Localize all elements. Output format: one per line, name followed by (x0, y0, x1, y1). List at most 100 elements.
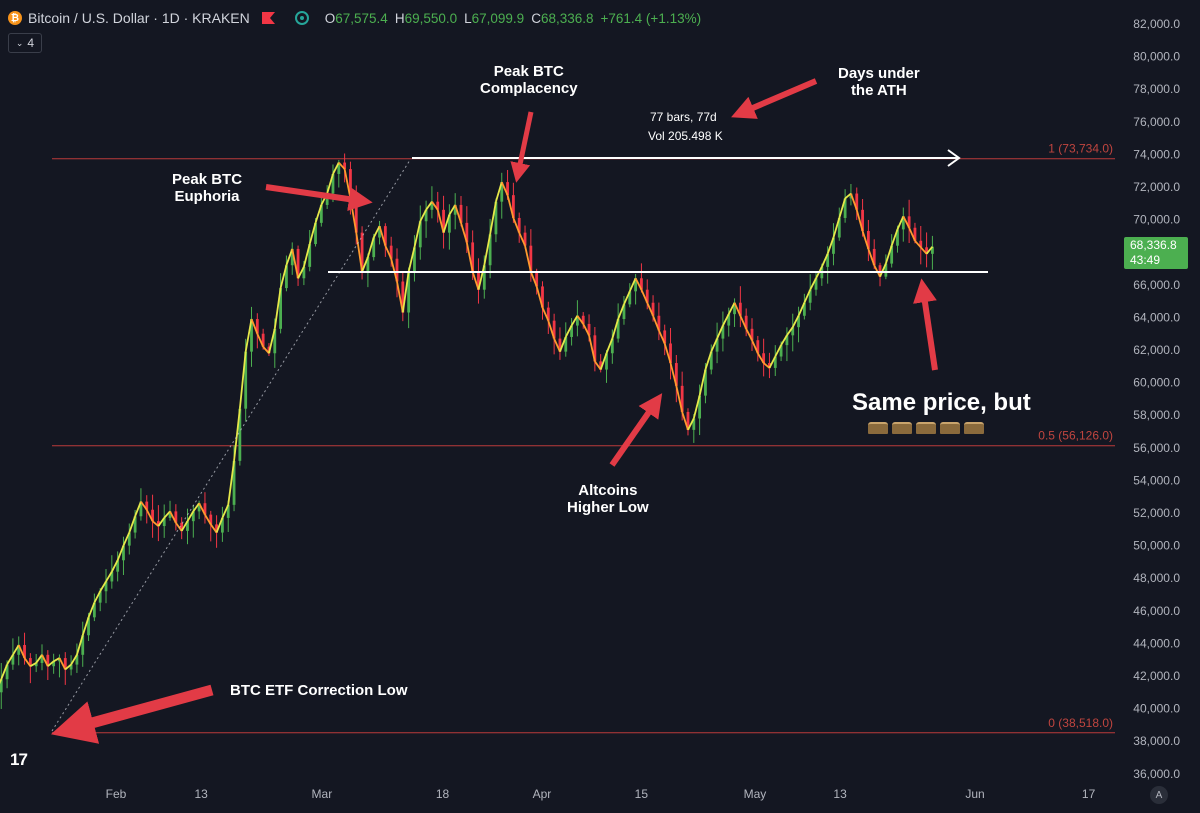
x-tick-label: Apr (533, 787, 552, 801)
x-tick-label: 18 (436, 787, 450, 801)
candle-body (884, 263, 888, 277)
zigzag-segment (663, 343, 672, 364)
ohlc-low: L67,099.9 (464, 10, 525, 26)
candle-body (203, 503, 207, 515)
zigzag-segment (646, 302, 654, 317)
candle-body (232, 460, 236, 505)
zigzag-segment (308, 222, 317, 245)
zigzag-segment (122, 532, 131, 546)
candle-body (552, 320, 556, 339)
collapse-indicators-button[interactable]: ⌄ 4 (8, 33, 42, 53)
zigzag-segment (210, 523, 218, 534)
candle-body (558, 338, 562, 352)
candle-body (436, 201, 440, 210)
zigzag-segment (611, 318, 620, 339)
candle-body (762, 353, 766, 364)
zigzag-segment (594, 360, 602, 371)
zigzag-segment (733, 302, 742, 317)
tradingview-logo[interactable]: 17 (10, 750, 28, 769)
zigzag-segment (530, 271, 538, 287)
zigzag-segment (541, 307, 550, 322)
candle-body (285, 265, 288, 289)
x-tick-label: 15 (635, 787, 649, 801)
zigzag-segment (745, 328, 753, 341)
auto-scale-button[interactable]: A (1150, 786, 1168, 804)
candle-body (640, 278, 643, 290)
candle-body (5, 664, 9, 680)
zigzag-segment (471, 271, 480, 290)
boat-icon (868, 422, 888, 434)
candle-body (727, 314, 731, 326)
candle-body (127, 532, 131, 546)
arrow-etf-low (50, 684, 214, 744)
x-tick-label: Jun (965, 787, 984, 801)
zigzag-segment (297, 266, 305, 279)
zigzag-segment (768, 356, 777, 369)
zigzag-segment (198, 502, 206, 516)
zigzag-segment (6, 654, 14, 666)
candle-body (680, 385, 684, 412)
boat-icon (892, 422, 912, 434)
candle-body (581, 315, 585, 324)
candle-body (477, 271, 480, 290)
symbol-title[interactable]: Bitcoin / U.S. Dollar · 1D · KRAKEN (28, 10, 250, 26)
arrow-complacency (510, 111, 534, 183)
candle-body (81, 635, 85, 655)
candle-body (401, 281, 405, 313)
candle-body (768, 363, 771, 368)
candle-body (808, 289, 812, 303)
zigzag-segment (512, 217, 521, 233)
flag-icon[interactable] (261, 12, 275, 24)
zigzag-segment (692, 395, 701, 419)
zigzag-segment (634, 277, 643, 291)
zigzag-segment (908, 227, 916, 242)
zigzag-segment (192, 502, 200, 512)
candle-body (319, 204, 323, 223)
zigzag-segment (215, 517, 224, 533)
zigzag-segment (524, 245, 532, 272)
candle-body (366, 257, 370, 272)
zigzag-segment (675, 385, 684, 413)
label-days-under-ath: Days under the ATH (838, 65, 920, 99)
y-tick-label: 80,000.0 (1133, 50, 1180, 64)
candle-body (657, 315, 661, 331)
x-tick-label: 13 (833, 787, 847, 801)
ohlc-high: H69,550.0 (394, 10, 458, 26)
candle-body (413, 247, 416, 272)
zigzag-segment (518, 232, 526, 247)
zigzag-segment (722, 313, 730, 326)
zigzag-segment (582, 323, 590, 336)
zigzag-segment (314, 204, 323, 224)
candle-body (855, 193, 859, 210)
zigzag-segment (81, 617, 90, 636)
ohlc-open: O67,575.4 (324, 10, 388, 26)
zigzag-segment (506, 194, 515, 219)
candle-body (488, 234, 492, 266)
y-tick-label: 66,000.0 (1133, 278, 1180, 292)
zigzag-segment (99, 580, 107, 592)
candle-body (779, 345, 783, 357)
candle-body (791, 327, 795, 336)
candle-body (674, 363, 678, 386)
zigzag-segment (687, 418, 695, 431)
zigzag-segment (914, 240, 922, 248)
eye-icon[interactable] (294, 11, 309, 25)
candle-body (238, 408, 242, 461)
zigzag-segment (902, 215, 910, 229)
zigzag-segment (757, 352, 765, 364)
candle-body (750, 328, 754, 341)
zigzag-segment (623, 290, 631, 305)
candle-body (826, 253, 830, 267)
ohlc-change: +761.4 (+1.13%) (600, 10, 702, 26)
zigzag-segment (303, 243, 311, 268)
zigzag-segment (861, 230, 870, 250)
y-tick-label: 42,000.0 (1133, 669, 1180, 683)
candle-body (302, 266, 306, 279)
candle-body (156, 521, 160, 527)
candle-body (273, 328, 277, 354)
candle-body (651, 302, 655, 316)
zigzag-segment (564, 325, 573, 338)
zigzag-segment (58, 657, 67, 670)
candle-body (605, 353, 608, 370)
